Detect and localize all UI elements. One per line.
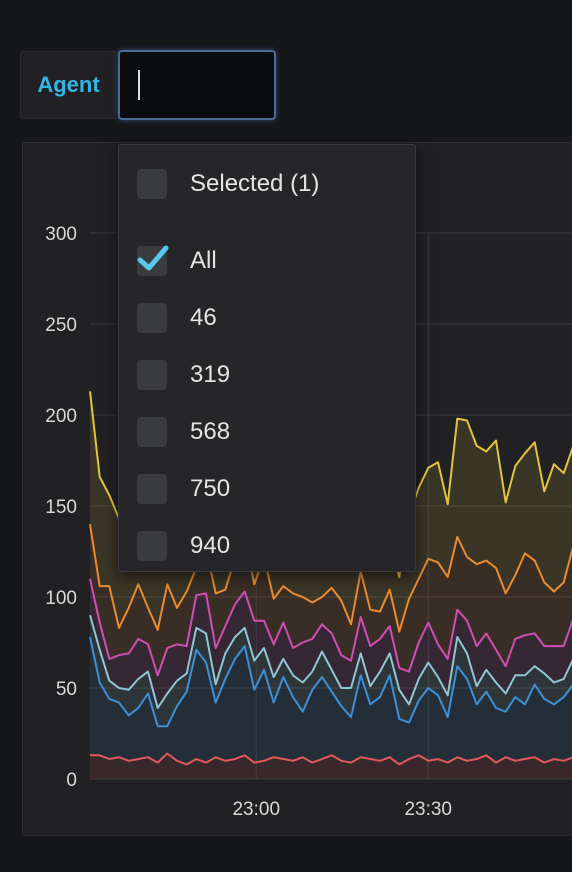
series-line — [89, 614, 572, 709]
option-checkbox[interactable] — [137, 474, 167, 504]
agent-dropdown-menu: Selected (1) All 46 319 568 750 940 — [118, 144, 416, 572]
time-series-chart: 0 50 100 150 200 250 300 23:00 23:30 — [45, 224, 572, 820]
series-line — [89, 636, 572, 728]
checkmark-icon — [137, 245, 169, 271]
series-line — [89, 524, 572, 633]
option-46[interactable]: 46 — [119, 295, 415, 341]
option-label: 319 — [190, 361, 231, 388]
option-label: 750 — [190, 475, 231, 502]
x-tick-label: 23:00 — [232, 799, 280, 820]
y-tick-label: 0 — [66, 770, 77, 791]
option-checkbox[interactable] — [137, 417, 167, 447]
option-label: 46 — [190, 304, 217, 331]
option-checkbox[interactable] — [137, 303, 167, 333]
option-label: All — [190, 247, 217, 274]
y-tick-label: 250 — [45, 315, 77, 336]
option-750[interactable]: 750 — [119, 466, 415, 512]
agent-search-input[interactable] — [118, 50, 276, 120]
series-area — [90, 578, 572, 708]
y-tick-label: 150 — [45, 497, 77, 518]
option-label: 568 — [190, 418, 231, 445]
selected-checkbox[interactable] — [137, 169, 167, 199]
option-checkbox[interactable] — [137, 531, 167, 561]
option-checkbox[interactable] — [137, 360, 167, 390]
y-tick-label: 50 — [56, 679, 77, 700]
option-319[interactable]: 319 — [119, 352, 415, 398]
variable-label: Agent — [20, 51, 116, 119]
selected-option[interactable]: Selected (1) — [119, 161, 415, 207]
series-area — [90, 637, 572, 765]
y-tick-label: 300 — [45, 224, 77, 245]
option-568[interactable]: 568 — [119, 409, 415, 455]
y-tick-label: 100 — [45, 588, 77, 609]
y-tick-label: 200 — [45, 406, 77, 427]
x-tick-label: 23:30 — [404, 799, 452, 820]
text-caret — [138, 70, 140, 100]
series-line — [90, 752, 572, 766]
selected-label: Selected (1) — [190, 170, 320, 197]
option-940[interactable]: 940 — [119, 523, 415, 569]
option-all[interactable]: All — [119, 238, 415, 284]
series-area — [90, 753, 572, 779]
series-line — [89, 578, 572, 677]
all-checkbox[interactable] — [137, 245, 169, 276]
series-area — [90, 615, 572, 727]
option-label: 940 — [190, 532, 231, 559]
